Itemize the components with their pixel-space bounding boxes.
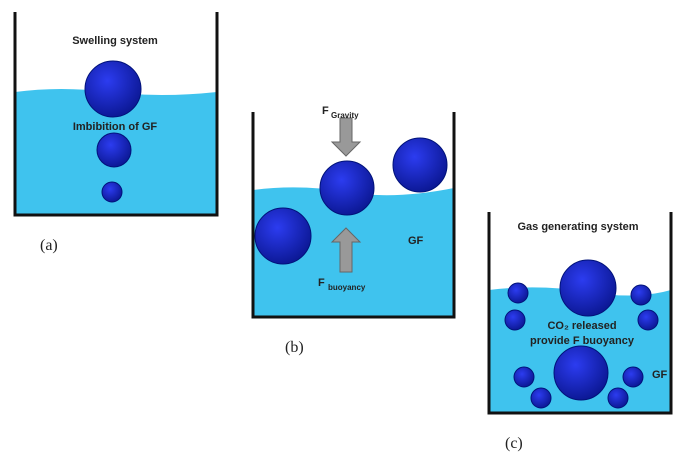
force-label: F [322, 105, 329, 117]
gravity-arrow [332, 118, 360, 156]
particle [554, 346, 608, 400]
panel-b: F Gravity GF F buoyancy (b) [253, 105, 454, 356]
fluid-label: GF [408, 235, 424, 247]
panel-c: Gas generating system CO₂ released provi… [489, 212, 671, 452]
particle [85, 61, 141, 117]
annotation: provide F buoyancy [530, 335, 635, 347]
annotation: Imbibition of GF [73, 121, 158, 133]
particle [393, 138, 447, 192]
bubble [505, 310, 525, 330]
bubble [514, 367, 534, 387]
bubble [508, 283, 528, 303]
force-subscript: buoyancy [328, 283, 366, 292]
annotation: CO₂ released [547, 320, 616, 332]
particle [102, 182, 122, 202]
panel-label: (b) [285, 339, 304, 356]
bubble [531, 388, 551, 408]
force-subscript: Gravity [331, 111, 359, 120]
fluid-label: GF [652, 369, 668, 381]
panel-label: (a) [40, 237, 58, 254]
force-label: F [318, 277, 325, 289]
particle [320, 161, 374, 215]
particle [560, 260, 616, 316]
panel-label: (c) [505, 435, 523, 452]
particle [255, 208, 311, 264]
bubble [608, 388, 628, 408]
title: Swelling system [72, 35, 158, 47]
bubble [638, 310, 658, 330]
bubble [631, 285, 651, 305]
diagram: Swelling system Imbibition of GF (a) F G… [0, 0, 682, 456]
particle [97, 133, 131, 167]
bubble [623, 367, 643, 387]
panel-a: Swelling system Imbibition of GF (a) [15, 12, 217, 254]
title: Gas generating system [517, 221, 638, 233]
